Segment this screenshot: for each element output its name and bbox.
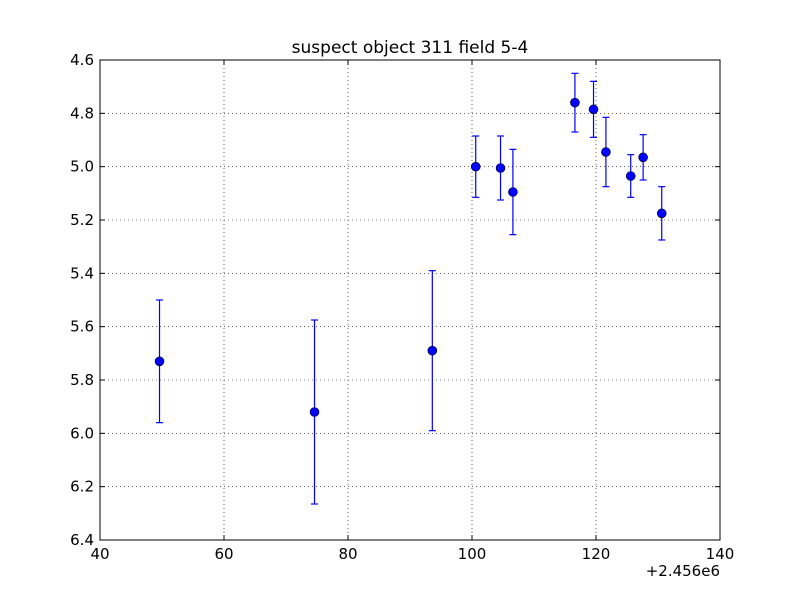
x-offset-label: +2.456e6 bbox=[646, 562, 720, 580]
plot-frame bbox=[99, 59, 721, 541]
y-tick-label: 6.2 bbox=[70, 478, 94, 496]
series-layer bbox=[154, 72, 667, 505]
x-tick-label: 60 bbox=[214, 545, 233, 563]
y-tick-label: 5.6 bbox=[70, 318, 94, 336]
x-tick-label: 120 bbox=[582, 545, 611, 563]
y-tick-label: 6.0 bbox=[70, 424, 94, 442]
y-tick-label: 6.4 bbox=[70, 531, 94, 549]
data-point bbox=[154, 356, 165, 367]
y-tick-label: 5.4 bbox=[70, 264, 94, 282]
data-point bbox=[309, 407, 320, 417]
data-point bbox=[601, 147, 611, 157]
y-tick-label: 5.0 bbox=[70, 158, 94, 176]
x-tick-label: 100 bbox=[458, 545, 487, 563]
x-tick-label: 40 bbox=[90, 545, 109, 563]
data-point bbox=[625, 171, 636, 181]
ticks bbox=[99, 59, 721, 541]
y-tick-label: 4.6 bbox=[70, 51, 94, 69]
data-point bbox=[588, 104, 599, 115]
y-tick-label: 5.8 bbox=[70, 371, 94, 389]
data-point bbox=[427, 345, 438, 356]
y-tick-label: 5.2 bbox=[70, 211, 94, 229]
data-point bbox=[470, 161, 481, 172]
data-point bbox=[638, 152, 648, 163]
x-tick-label: 140 bbox=[706, 545, 735, 563]
chart-title: suspect object 311 field 5-4 bbox=[292, 38, 529, 58]
data-point bbox=[508, 187, 518, 197]
x-tick-label: 80 bbox=[338, 545, 357, 563]
y-tick-label: 4.8 bbox=[70, 104, 94, 122]
data-point bbox=[656, 208, 667, 219]
data-point bbox=[570, 97, 580, 108]
tick-labels: 40 60 80 100 120 140 4.6 4.8 5.0 5.2 5.4 5.6 5.8 6.0 6… bbox=[70, 51, 734, 563]
data-point bbox=[495, 163, 506, 173]
grid bbox=[100, 60, 720, 540]
